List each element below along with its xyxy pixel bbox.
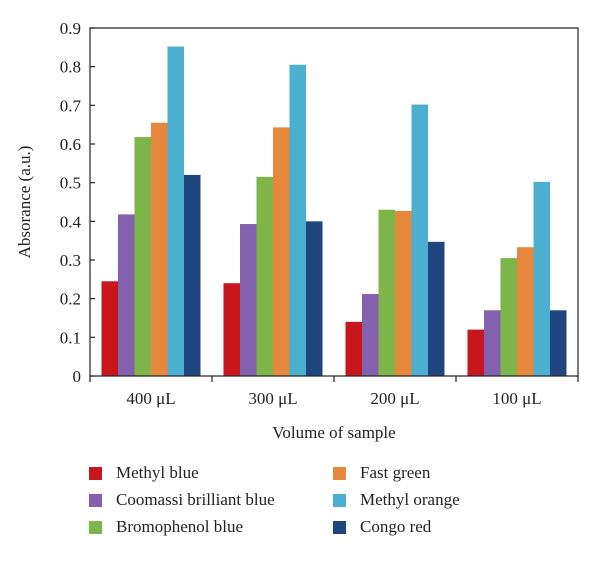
bar-methyl-blue-3 (467, 329, 484, 376)
bar-coomassi-brilliant-blue-2 (362, 294, 379, 376)
bar-methyl-orange-3 (533, 181, 550, 376)
bar-congo-red-3 (550, 310, 567, 376)
x-tick-label: 100 μL (492, 389, 541, 408)
bar-bromophenol-blue-1 (256, 176, 273, 376)
bar-bromophenol-blue-0 (134, 137, 151, 376)
bar-methyl-blue-0 (101, 281, 118, 376)
x-tick-label: 200 μL (370, 389, 419, 408)
bar-bromophenol-blue-3 (500, 258, 517, 376)
x-tick-label: 300 μL (248, 389, 297, 408)
y-tick-label: 0 (73, 367, 82, 386)
y-tick-label: 0.8 (60, 58, 81, 77)
bar-fast-green-1 (273, 127, 290, 377)
y-tick-label: 0.6 (60, 135, 81, 154)
bar-fast-green-3 (517, 247, 534, 376)
bar-methyl-orange-2 (411, 104, 428, 376)
y-axis-label: Absorance (a.u.) (15, 146, 34, 259)
bar-fast-green-0 (151, 122, 168, 376)
bar-coomassi-brilliant-blue-0 (118, 214, 135, 376)
bar-coomassi-brilliant-blue-1 (240, 224, 257, 376)
x-tick-label: 400 μL (126, 389, 175, 408)
bar-methyl-blue-1 (223, 283, 240, 376)
bar-congo-red-1 (306, 221, 323, 376)
y-tick-label: 0.1 (60, 328, 81, 347)
y-tick-label: 0.7 (60, 96, 82, 115)
bars-layer (101, 46, 567, 377)
y-tick-label: 0.4 (60, 212, 82, 231)
bar-congo-red-0 (184, 174, 201, 376)
bar-fast-green-2 (395, 210, 412, 376)
bar-methyl-orange-1 (289, 64, 306, 376)
axes-layer: 0 0.1 0.2 0.3 0.4 0.5 0.6 0.7 0.8 0.9 400 μL 300 μL… (60, 19, 579, 408)
bar-congo-red-2 (428, 241, 445, 376)
y-tick-label: 0.2 (60, 290, 81, 309)
bar-methyl-orange-0 (167, 46, 184, 377)
bar-bromophenol-blue-2 (378, 209, 395, 376)
bar-coomassi-brilliant-blue-3 (484, 310, 501, 376)
y-tick-label: 0.5 (60, 174, 81, 193)
bar-methyl-blue-2 (345, 321, 362, 376)
y-tick-label: 0.3 (60, 251, 81, 270)
x-axis-label: Volume of sample (272, 423, 395, 442)
y-tick-label: 0.9 (60, 19, 81, 38)
